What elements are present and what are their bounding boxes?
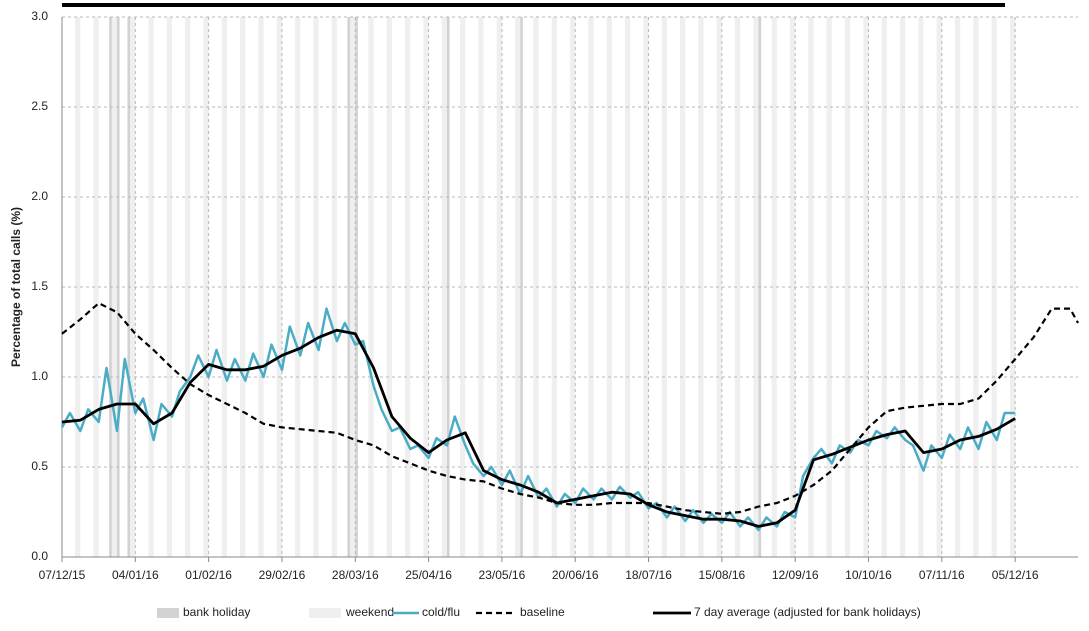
y-tick-label: 1.0	[31, 369, 48, 383]
legend-label: baseline	[520, 605, 565, 619]
weekend-band	[405, 17, 411, 557]
legend-label: weekend	[345, 605, 394, 619]
y-tick-label: 2.0	[31, 189, 48, 203]
weekend-band	[478, 17, 484, 557]
weekend-band	[826, 17, 832, 557]
y-tick-label: 0.5	[31, 459, 48, 473]
weekend-band	[863, 17, 869, 557]
legend-label: bank holiday	[183, 605, 250, 619]
weekend-band	[130, 17, 136, 557]
weekend-band	[93, 17, 99, 557]
x-tick-label: 28/03/16	[332, 568, 379, 582]
bank-holiday-band	[520, 17, 523, 557]
weekend-band	[808, 17, 814, 557]
legend-label: 7 day average (adjusted for bank holiday…	[694, 605, 921, 619]
y-tick-label: 1.5	[31, 279, 48, 293]
x-tick-label: 01/02/16	[185, 568, 232, 582]
weekend-band	[75, 17, 81, 557]
bank-holiday-band	[347, 17, 351, 557]
legend-swatch	[157, 608, 179, 618]
weekend-band	[111, 17, 117, 557]
weekend-band	[753, 17, 759, 557]
x-tick-label: 04/01/16	[112, 568, 159, 582]
weekend-band	[460, 17, 466, 557]
legend-swatch	[309, 608, 341, 618]
weekend-band	[148, 17, 154, 557]
weekend-band	[716, 17, 722, 557]
x-tick-label: 18/07/16	[625, 568, 672, 582]
weekend-band	[789, 17, 796, 557]
x-tick-label: 15/08/16	[699, 568, 746, 582]
x-tick-label: 20/06/16	[552, 568, 599, 582]
weekend-band	[441, 17, 447, 557]
weekend-band	[771, 17, 777, 557]
weekend-band	[734, 17, 741, 557]
weekend-band	[844, 17, 851, 557]
x-tick-label: 12/09/16	[772, 568, 819, 582]
y-tick-label: 2.5	[31, 99, 48, 113]
series-line	[61, 328, 1016, 528]
weekend-band	[386, 17, 392, 557]
y-tick-label: 0.0	[31, 549, 48, 563]
weekend-band	[515, 17, 521, 557]
weekend-band	[423, 17, 429, 557]
x-tick-label: 05/12/16	[992, 568, 1039, 582]
weekend-band	[496, 17, 502, 557]
weekend-band	[533, 17, 539, 557]
x-tick-label: 07/11/16	[919, 568, 965, 582]
x-tick-label: 10/10/16	[845, 568, 892, 582]
y-axis-label: Percentage of total calls (%)	[9, 207, 23, 367]
x-tick-label: 25/04/16	[405, 568, 452, 582]
weekend-band	[185, 17, 191, 557]
y-tick-label: 3.0	[31, 9, 48, 23]
x-tick-label: 23/05/16	[479, 568, 526, 582]
x-tick-label: 29/02/16	[259, 568, 306, 582]
legend-label: cold/flu	[422, 605, 460, 619]
x-tick-label: 07/12/15	[39, 568, 86, 582]
weekend-band	[166, 17, 172, 557]
